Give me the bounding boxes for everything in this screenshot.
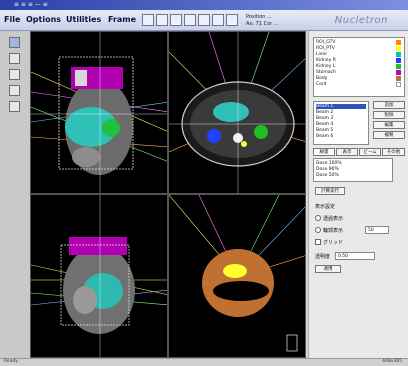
sagittal-image bbox=[31, 195, 167, 357]
rotate-tool-button[interactable] bbox=[170, 14, 182, 26]
roi-color-swatch bbox=[396, 40, 401, 45]
zoom-tool-button[interactable] bbox=[156, 14, 168, 26]
select-icon[interactable] bbox=[9, 37, 20, 48]
opacity-value: 0.50 bbox=[338, 254, 349, 259]
window-level-tool-button[interactable] bbox=[184, 14, 196, 26]
status-bar: Ready 408x365 bbox=[0, 358, 408, 366]
left-tool-strip bbox=[0, 31, 31, 358]
dose-list[interactable]: Dose 100% Dose 90% Dose 50% bbox=[313, 158, 393, 182]
axial-view[interactable] bbox=[168, 31, 306, 194]
roi-list[interactable]: ROI_GTV ROI_PTV Liver Kidney R Kidney L … bbox=[313, 37, 405, 97]
viewport-grid bbox=[30, 31, 306, 358]
dose-item[interactable]: Dose 100% bbox=[316, 161, 342, 166]
roi-color-swatch bbox=[396, 58, 401, 63]
opacity-field[interactable]: 0.50 bbox=[335, 252, 375, 260]
grid-checkbox-label: グリッド bbox=[323, 240, 344, 246]
roi-color-swatch bbox=[396, 70, 401, 75]
sagittal-view[interactable] bbox=[30, 194, 168, 358]
outline-value: 50 bbox=[368, 228, 374, 233]
roi-color-swatch bbox=[396, 52, 401, 57]
toolbar: File Options Utilities Frame Position ..… bbox=[0, 10, 408, 31]
magnifier-icon[interactable] bbox=[9, 53, 20, 64]
roi-color-swatch bbox=[396, 46, 401, 51]
roi-item-label[interactable]: ROI_PTV bbox=[316, 46, 335, 51]
roi-color-swatch bbox=[396, 76, 401, 81]
roi-color-swatch bbox=[396, 82, 401, 87]
menu-utilities[interactable]: Utilities bbox=[66, 15, 102, 24]
pan-tool-button[interactable] bbox=[142, 14, 154, 26]
reset-view-button[interactable] bbox=[226, 14, 238, 26]
tab-other[interactable]: その他 bbox=[382, 148, 405, 156]
opacity-label: 透明度 bbox=[315, 254, 331, 260]
roi-color-swatch bbox=[396, 64, 401, 69]
roi-item-label[interactable]: Body bbox=[316, 76, 328, 81]
contour-icon[interactable] bbox=[9, 69, 20, 80]
menu-options[interactable]: Options bbox=[26, 15, 62, 24]
roi-item-label[interactable]: Stomach bbox=[316, 70, 336, 75]
status-left: Ready bbox=[4, 359, 18, 364]
calculate-button[interactable]: 計算実行 bbox=[315, 187, 345, 195]
menu-file[interactable]: File bbox=[4, 15, 21, 24]
crosshair-icon[interactable] bbox=[9, 85, 20, 96]
options-heading: 表示設定 bbox=[315, 204, 336, 210]
3d-render-image bbox=[169, 195, 305, 352]
brand-logo: Nucletron bbox=[334, 15, 388, 26]
outline-radio[interactable] bbox=[315, 227, 321, 233]
position-readout: Position ... bbox=[246, 14, 272, 20]
3d-view[interactable] bbox=[168, 194, 306, 358]
dose-item[interactable]: Dose 50% bbox=[316, 173, 339, 178]
beam-item[interactable]: Beam 6 bbox=[316, 134, 334, 139]
beam-item[interactable]: Beam 1 bbox=[316, 104, 366, 109]
roi-item-label[interactable]: Liver bbox=[316, 52, 328, 57]
outline-value-field[interactable]: 50 bbox=[365, 226, 389, 234]
layout-tool-button[interactable] bbox=[212, 14, 224, 26]
coronal-image bbox=[31, 32, 167, 193]
beam-item[interactable]: Beam 5 bbox=[316, 128, 334, 133]
measure-tool-button[interactable] bbox=[198, 14, 210, 26]
transparent-radio-label: 透過表示 bbox=[323, 216, 344, 222]
roi-item-label[interactable]: ROI_GTV bbox=[316, 40, 336, 45]
beam-copy-button[interactable]: 複製 bbox=[373, 131, 405, 139]
beam-item[interactable]: Beam 4 bbox=[316, 122, 334, 127]
dose-item[interactable]: Dose 90% bbox=[316, 167, 339, 172]
outline-radio-label: 輪郭表示 bbox=[323, 228, 344, 234]
beam-item[interactable]: Beam 2 bbox=[316, 110, 334, 115]
status-right: 408x365 bbox=[382, 359, 402, 364]
roi-item-label[interactable]: Kidney R bbox=[316, 58, 336, 63]
tab-dose[interactable]: 線量 bbox=[313, 148, 335, 156]
axis-readout: Ax: 71 Cor ... bbox=[246, 21, 279, 27]
tab-display[interactable]: 表示 bbox=[336, 148, 358, 156]
roi-item-label[interactable]: Cord bbox=[316, 82, 327, 87]
menu-frame[interactable]: Frame bbox=[108, 15, 137, 24]
beam-delete-button[interactable]: 削除 bbox=[373, 111, 405, 119]
beam-list[interactable]: Beam 1 Beam 2 Beam 3 Beam 4 Beam 5 Beam … bbox=[313, 101, 369, 145]
ruler-icon[interactable] bbox=[9, 101, 20, 112]
transparent-radio[interactable] bbox=[315, 215, 321, 221]
apply-button[interactable]: 適用 bbox=[315, 265, 341, 273]
tab-beam[interactable]: ビーム bbox=[359, 148, 381, 156]
grid-checkbox[interactable] bbox=[315, 239, 321, 245]
control-panel: ROI_GTV ROI_PTV Liver Kidney R Kidney L … bbox=[308, 31, 408, 358]
coronal-view[interactable] bbox=[30, 31, 168, 194]
beam-add-button[interactable]: 追加 bbox=[373, 101, 405, 109]
axial-image bbox=[169, 32, 305, 193]
beam-edit-button[interactable]: 編集 bbox=[373, 121, 405, 129]
window-title: ≡ ≡ ≡ — ≡ bbox=[14, 1, 48, 8]
title-bar: ≡ ≡ ≡ — ≡ bbox=[0, 0, 408, 10]
roi-item-label[interactable]: Kidney L bbox=[316, 64, 336, 69]
beam-item[interactable]: Beam 3 bbox=[316, 116, 334, 121]
